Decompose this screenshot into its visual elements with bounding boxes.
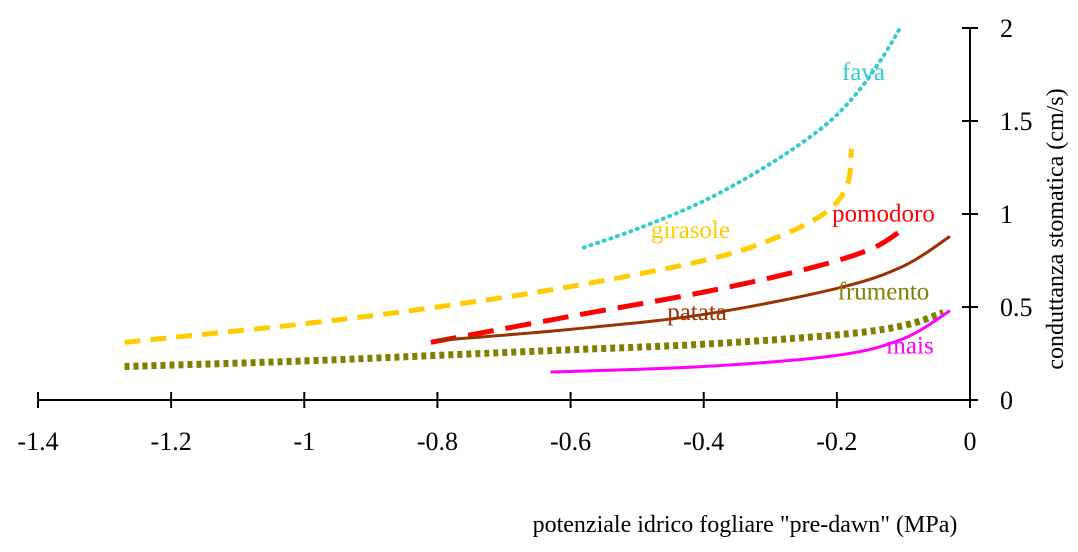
x-tick-label: -1 (293, 427, 315, 456)
series-label-girasole: girasole (651, 217, 730, 244)
series-label-patata: patata (667, 299, 727, 326)
series-line-fava (581, 26, 903, 250)
x-tick-label: -0.8 (417, 427, 458, 456)
y-tick-label: 1.5 (1000, 107, 1033, 136)
series-labels: fava girasole pomodoro patata frumento mais (651, 59, 935, 359)
x-tick-label: 0 (964, 427, 977, 456)
x-tick-label: -0.2 (816, 427, 857, 456)
series-label-mais: mais (886, 333, 933, 360)
y-axis-title: conduttanza stomatica (cm/s) (1043, 88, 1069, 369)
y-tick-label: 0 (1000, 386, 1013, 415)
y-tick-label: 2 (1000, 14, 1013, 43)
y-tick-label: 1 (1000, 200, 1013, 229)
series-label-pomodoro: pomodoro (832, 200, 935, 227)
y-tick-label: 0.5 (1000, 293, 1033, 322)
series-line-mais (550, 309, 951, 374)
x-tick-label: -1.4 (17, 427, 58, 456)
x-tick-label: -0.6 (550, 427, 591, 456)
plot-series (124, 26, 951, 374)
y-axis-ticks: 0 0.5 1 1.5 2 (962, 14, 1033, 415)
x-tick-label: -1.2 (151, 427, 192, 456)
series-line-patata (437, 235, 951, 342)
series-line-girasole (124, 148, 854, 345)
x-axis-ticks: -1.4 -1.2 -1 -0.8 -0.6 -0.4 -0.2 0 (17, 392, 977, 456)
x-axis-title: potenziale idrico fogliare "pre-dawn" (M… (533, 512, 958, 538)
series-label-frumento: frumento (838, 279, 930, 306)
series-label-fava: fava (842, 59, 885, 86)
series-line-frumento (124, 309, 945, 371)
x-tick-label: -0.4 (683, 427, 724, 456)
